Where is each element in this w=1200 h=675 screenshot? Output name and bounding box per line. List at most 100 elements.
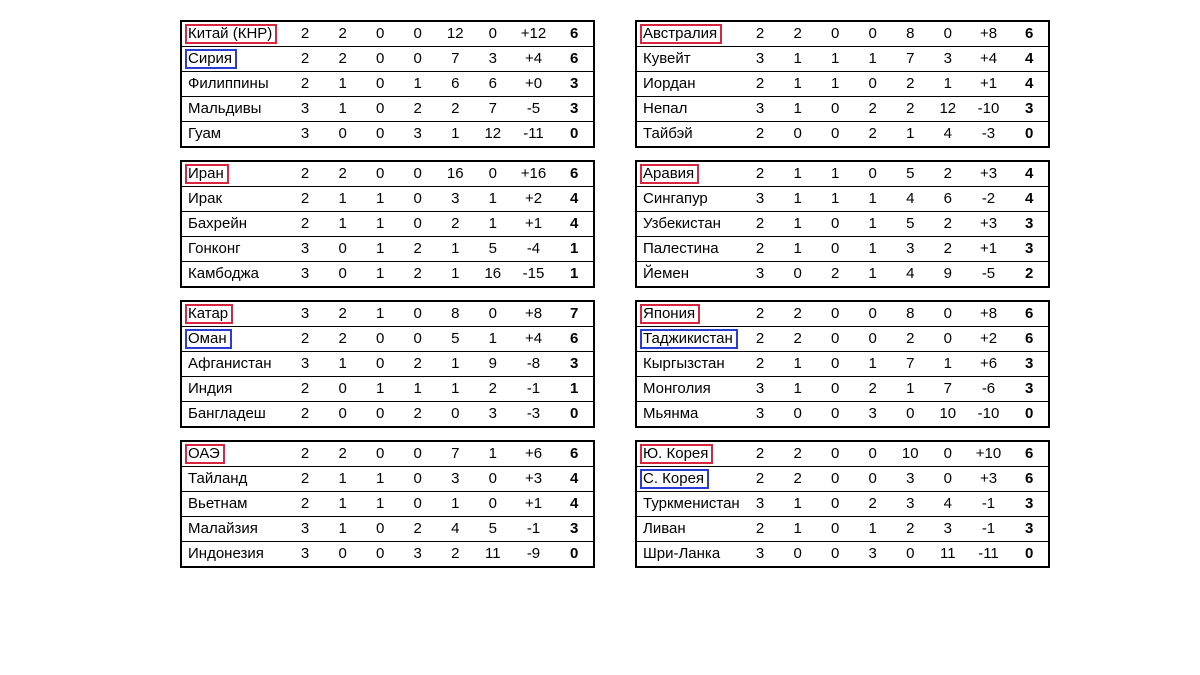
stat-cell: 4 <box>892 262 930 287</box>
team-name: Филиппины <box>186 75 273 93</box>
stat-cell: 12 <box>929 97 967 122</box>
points-cell: 3 <box>1010 237 1048 262</box>
stat-cell: 2 <box>437 97 475 122</box>
team-name: Катар <box>186 305 232 323</box>
stat-cell: +16 <box>512 162 556 187</box>
stat-cell: 1 <box>854 262 892 287</box>
table-row: Сингапур311146-24 <box>637 187 1048 212</box>
points-cell: 3 <box>1010 352 1048 377</box>
points-cell: 4 <box>1010 72 1048 97</box>
points-cell: 6 <box>555 22 593 47</box>
points-cell: 3 <box>555 517 593 542</box>
table-row: Таджикистан220020+26 <box>637 327 1048 352</box>
team-cell: Афганистан <box>182 352 286 377</box>
stat-cell: +8 <box>967 302 1011 327</box>
stat-cell: 0 <box>929 467 967 492</box>
stat-cell: 0 <box>474 22 512 47</box>
stat-cell: 2 <box>779 467 817 492</box>
stat-cell: 2 <box>741 302 779 327</box>
stat-cell: 0 <box>361 72 399 97</box>
stat-cell: 5 <box>474 517 512 542</box>
stat-cell: 2 <box>741 442 779 467</box>
stat-cell: 2 <box>437 542 475 567</box>
table-row: Афганистан310219-83 <box>182 352 593 377</box>
stat-cell: 9 <box>474 352 512 377</box>
points-cell: 3 <box>1010 377 1048 402</box>
stat-cell: 0 <box>816 22 854 47</box>
stat-cell: 2 <box>324 47 362 72</box>
table-row: Мьянма3003010-100 <box>637 402 1048 427</box>
stat-cell: 2 <box>286 72 324 97</box>
stat-cell: 5 <box>437 327 475 352</box>
stat-cell: 0 <box>399 442 437 467</box>
stat-cell: +8 <box>967 22 1011 47</box>
stat-cell: 0 <box>361 542 399 567</box>
table-row: ОАЭ220071+66 <box>182 442 593 467</box>
group-table-2: Катар321080+87Оман220051+46Афганистан310… <box>180 300 595 428</box>
points-cell: 4 <box>555 212 593 237</box>
left-column: Китай (КНР)2200120+126Сирия220073+46Фили… <box>180 20 595 568</box>
team-name: Тайбэй <box>641 125 697 143</box>
points-cell: 6 <box>1010 302 1048 327</box>
stat-cell: 3 <box>854 402 892 427</box>
stat-cell: 1 <box>324 517 362 542</box>
stat-cell: 2 <box>324 327 362 352</box>
stat-cell: 7 <box>892 352 930 377</box>
stat-cell: 0 <box>399 22 437 47</box>
stat-cell: 2 <box>286 22 324 47</box>
table-row: Иордан211021+14 <box>637 72 1048 97</box>
stat-cell: 4 <box>929 492 967 517</box>
team-cell: Йемен <box>637 262 741 287</box>
stat-cell: 2 <box>816 262 854 287</box>
table-row: Иран2200160+166 <box>182 162 593 187</box>
stat-cell: 10 <box>892 442 930 467</box>
stat-cell: 9 <box>929 262 967 287</box>
stat-cell: 6 <box>437 72 475 97</box>
stat-cell: 3 <box>399 122 437 147</box>
stat-cell: 2 <box>286 442 324 467</box>
stat-cell: 2 <box>286 402 324 427</box>
points-cell: 3 <box>1010 97 1048 122</box>
stat-cell: 0 <box>816 122 854 147</box>
points-cell: 6 <box>1010 442 1048 467</box>
stat-cell: 0 <box>816 517 854 542</box>
standings-table: Япония220080+86Таджикистан220020+26Кыргы… <box>637 302 1048 426</box>
stat-cell: 0 <box>816 212 854 237</box>
stat-cell: 3 <box>286 542 324 567</box>
stat-cell: +4 <box>512 47 556 72</box>
stat-cell: +1 <box>967 72 1011 97</box>
stat-cell: 0 <box>361 517 399 542</box>
stat-cell: 2 <box>286 212 324 237</box>
stat-cell: 0 <box>816 237 854 262</box>
team-name: Туркменистан <box>641 495 744 513</box>
stat-cell: -2 <box>967 187 1011 212</box>
team-cell: Мальдивы <box>182 97 286 122</box>
stat-cell: 3 <box>437 467 475 492</box>
stat-cell: 6 <box>929 187 967 212</box>
stat-cell: 2 <box>399 517 437 542</box>
stat-cell: 2 <box>741 72 779 97</box>
stat-cell: 0 <box>854 302 892 327</box>
stat-cell: 0 <box>854 162 892 187</box>
points-cell: 6 <box>1010 467 1048 492</box>
stat-cell: 1 <box>892 122 930 147</box>
stat-cell: -3 <box>967 122 1011 147</box>
stat-cell: 3 <box>286 97 324 122</box>
table-row: Узбекистан210152+33 <box>637 212 1048 237</box>
stat-cell: 2 <box>399 402 437 427</box>
table-row: Филиппины210166+03 <box>182 72 593 97</box>
stat-cell: 2 <box>892 517 930 542</box>
standings-table: Катар321080+87Оман220051+46Афганистан310… <box>182 302 593 426</box>
team-cell: Камбоджа <box>182 262 286 287</box>
team-cell: Малайзия <box>182 517 286 542</box>
stat-cell: 2 <box>286 467 324 492</box>
stat-cell: 2 <box>286 162 324 187</box>
team-name: Оман <box>186 330 231 348</box>
points-cell: 0 <box>1010 122 1048 147</box>
stat-cell: 2 <box>929 162 967 187</box>
stat-cell: 7 <box>892 47 930 72</box>
stat-cell: 2 <box>286 327 324 352</box>
table-row: Ирак211031+24 <box>182 187 593 212</box>
points-cell: 6 <box>555 327 593 352</box>
stat-cell: 0 <box>779 542 817 567</box>
